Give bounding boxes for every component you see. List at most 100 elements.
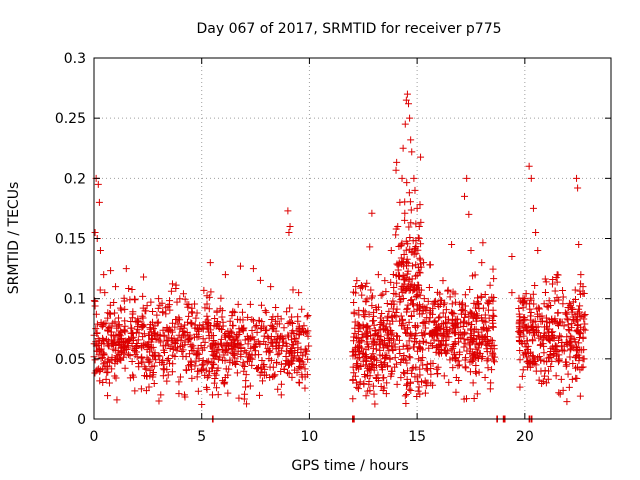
data-point	[557, 333, 565, 341]
data-point	[165, 325, 173, 333]
data-point	[542, 379, 550, 387]
data-point	[407, 387, 415, 395]
data-point	[201, 338, 209, 346]
data-point	[230, 350, 238, 358]
data-point	[104, 314, 112, 322]
data-point	[378, 310, 386, 318]
data-point	[115, 350, 123, 358]
data-point	[169, 319, 177, 327]
data-point	[374, 271, 382, 279]
data-point	[171, 340, 179, 348]
data-point	[356, 353, 364, 361]
data-point	[542, 314, 550, 322]
data-point	[226, 356, 234, 364]
data-point	[571, 311, 579, 319]
data-point	[508, 253, 516, 261]
data-point	[544, 375, 552, 383]
data-point	[488, 349, 496, 357]
data-point	[541, 289, 549, 297]
data-point	[448, 300, 456, 308]
data-point	[129, 329, 137, 337]
data-point	[268, 325, 276, 333]
data-point	[461, 291, 469, 299]
data-point	[208, 332, 216, 340]
data-point	[426, 261, 434, 269]
data-point	[417, 218, 425, 226]
data-point	[355, 339, 363, 347]
data-point	[398, 322, 406, 330]
data-point	[210, 322, 218, 330]
data-point	[529, 357, 537, 365]
data-point	[284, 319, 292, 327]
data-point	[370, 390, 378, 398]
data-point	[260, 322, 268, 330]
data-point	[524, 322, 532, 330]
data-point	[349, 376, 357, 384]
data-point	[291, 346, 299, 354]
data-point	[541, 275, 549, 283]
data-point	[466, 286, 474, 294]
data-point	[581, 310, 589, 318]
data-point	[194, 387, 202, 395]
data-point	[103, 369, 111, 377]
data-point	[422, 324, 430, 332]
data-point	[530, 300, 538, 308]
data-point	[262, 308, 270, 316]
data-point	[488, 366, 496, 374]
data-point	[395, 260, 403, 268]
data-point	[138, 323, 146, 331]
data-point	[387, 330, 395, 338]
data-point	[379, 290, 387, 298]
data-point	[356, 347, 364, 355]
data-point	[537, 318, 545, 326]
data-point	[387, 367, 395, 375]
data-point	[219, 356, 227, 364]
data-point	[449, 309, 457, 317]
data-point	[277, 332, 285, 340]
data-point	[537, 367, 545, 375]
data-point	[409, 363, 417, 371]
data-point	[236, 262, 244, 270]
data-point	[221, 374, 229, 382]
data-point	[409, 343, 417, 351]
data-point	[388, 312, 396, 320]
data-point	[515, 305, 523, 313]
data-point	[490, 275, 498, 283]
x-tick-label: 0	[90, 429, 99, 445]
data-point	[432, 348, 440, 356]
data-point	[248, 316, 256, 324]
data-point	[223, 339, 231, 347]
data-point	[173, 346, 181, 354]
data-point	[176, 373, 184, 381]
data-point	[465, 210, 473, 218]
data-point	[354, 385, 362, 393]
data-point	[274, 312, 282, 320]
data-point	[381, 277, 389, 285]
data-point	[418, 329, 426, 337]
data-point	[443, 318, 451, 326]
data-point	[133, 341, 141, 349]
data-point	[137, 358, 145, 366]
data-point	[576, 330, 584, 338]
data-point	[186, 361, 194, 369]
data-point	[295, 363, 303, 371]
data-point	[553, 271, 561, 279]
data-point	[549, 328, 557, 336]
data-point	[101, 289, 109, 297]
data-point	[466, 368, 474, 376]
data-point	[536, 332, 544, 340]
data-point	[415, 268, 423, 276]
data-point	[416, 254, 424, 262]
data-point	[104, 392, 112, 400]
data-point	[402, 329, 410, 337]
data-point	[300, 328, 308, 336]
data-point	[446, 326, 454, 334]
data-point	[468, 358, 476, 366]
data-point	[139, 314, 147, 322]
data-point	[425, 318, 433, 326]
data-point	[186, 334, 194, 342]
data-point	[574, 184, 582, 192]
data-point	[269, 363, 277, 371]
data-point	[112, 283, 120, 291]
data-point	[185, 301, 193, 309]
